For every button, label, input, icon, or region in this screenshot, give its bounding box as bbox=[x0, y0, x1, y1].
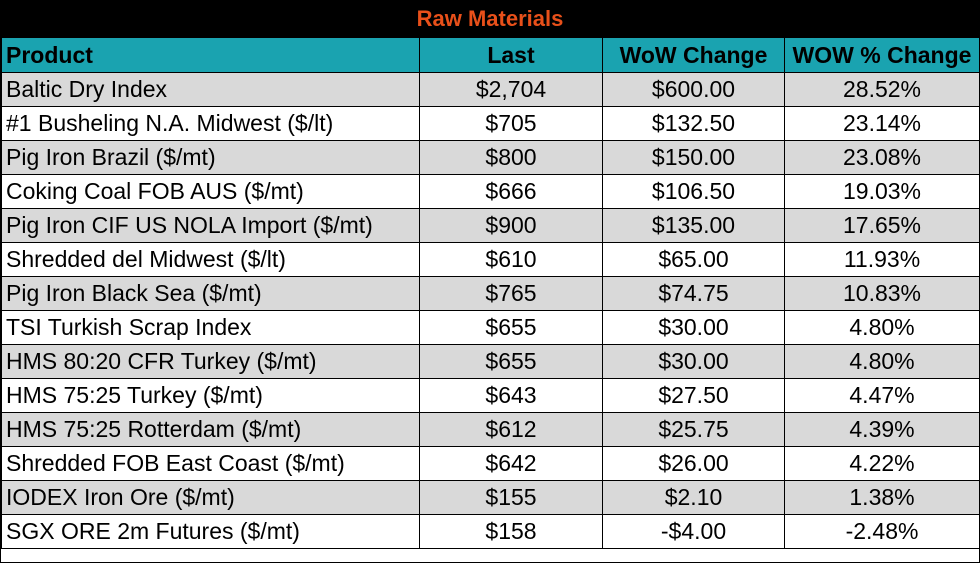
product-cell: Pig Iron Black Sea ($/mt) bbox=[1, 276, 420, 311]
wow-change-cell: $27.50 bbox=[602, 378, 785, 413]
wow-change-cell: $74.75 bbox=[602, 276, 785, 311]
product-cell: IODEX Iron Ore ($/mt) bbox=[1, 480, 420, 515]
header-product: Product bbox=[1, 37, 420, 73]
table-row: Coking Coal FOB AUS ($/mt) $666 $106.50 19.… bbox=[1, 174, 980, 209]
wow-pct-change-cell: -2.48% bbox=[784, 514, 980, 549]
wow-pct-change-cell: 4.47% bbox=[784, 378, 980, 413]
wow-pct-change-cell: 28.52% bbox=[784, 72, 980, 107]
table-row: Shredded FOB East Coast ($/mt) $642 $26.00… bbox=[1, 446, 980, 481]
wow-change-cell: $600.00 bbox=[602, 72, 785, 107]
header-row: Product Last WoW Change WOW % Change bbox=[1, 37, 980, 73]
table-row: TSI Turkish Scrap Index $655 $30.00 4.80% bbox=[1, 310, 980, 345]
last-cell: $2,704 bbox=[419, 72, 603, 107]
last-cell: $643 bbox=[419, 378, 603, 413]
product-cell: HMS 75:25 Turkey ($/mt) bbox=[1, 378, 420, 413]
header-wow-pct-change: WOW % Change bbox=[784, 37, 980, 73]
wow-pct-change-cell: 4.80% bbox=[784, 344, 980, 379]
product-cell: #1 Busheling N.A. Midwest ($/lt) bbox=[1, 106, 420, 141]
wow-pct-change-cell: 17.65% bbox=[784, 208, 980, 243]
wow-change-cell: $106.50 bbox=[602, 174, 785, 209]
last-cell: $655 bbox=[419, 344, 603, 379]
wow-change-cell: $30.00 bbox=[602, 310, 785, 345]
last-cell: $155 bbox=[419, 480, 603, 515]
product-cell: HMS 75:25 Rotterdam ($/mt) bbox=[1, 412, 420, 447]
last-cell: $800 bbox=[419, 140, 603, 175]
wow-change-cell: $65.00 bbox=[602, 242, 785, 277]
wow-change-cell: $2.10 bbox=[602, 480, 785, 515]
table-row: Pig Iron CIF US NOLA Import ($/mt) $900 $1… bbox=[1, 208, 980, 243]
wow-pct-change-cell: 4.39% bbox=[784, 412, 980, 447]
last-cell: $158 bbox=[419, 514, 603, 549]
table-row: IODEX Iron Ore ($/mt) $155 $2.10 1.38% bbox=[1, 480, 980, 515]
wow-change-cell: $135.00 bbox=[602, 208, 785, 243]
product-cell: HMS 80:20 CFR Turkey ($/mt) bbox=[1, 344, 420, 379]
header-wow-change: WoW Change bbox=[602, 37, 785, 73]
last-cell: $666 bbox=[419, 174, 603, 209]
last-cell: $655 bbox=[419, 310, 603, 345]
wow-change-cell: $132.50 bbox=[602, 106, 785, 141]
wow-pct-change-cell: 23.14% bbox=[784, 106, 980, 141]
wow-pct-change-cell: 11.93% bbox=[784, 242, 980, 277]
wow-pct-change-cell: 1.38% bbox=[784, 480, 980, 515]
table-header: Product Last WoW Change WOW % Change bbox=[1, 37, 980, 73]
wow-change-cell: $150.00 bbox=[602, 140, 785, 175]
last-cell: $705 bbox=[419, 106, 603, 141]
wow-change-cell: $26.00 bbox=[602, 446, 785, 481]
table-row: Baltic Dry Index $2,704 $600.00 28.52% bbox=[1, 72, 980, 107]
wow-change-cell: $25.75 bbox=[602, 412, 785, 447]
product-cell: Pig Iron CIF US NOLA Import ($/mt) bbox=[1, 208, 420, 243]
table-row: HMS 75:25 Rotterdam ($/mt) $612 $25.75 4.39… bbox=[1, 412, 980, 447]
table-body: Baltic Dry Index $2,704 $600.00 28.52% #1 Bu… bbox=[1, 72, 980, 549]
table-row: HMS 75:25 Turkey ($/mt) $643 $27.50 4.47% bbox=[1, 378, 980, 413]
wow-pct-change-cell: 19.03% bbox=[784, 174, 980, 209]
product-cell: SGX ORE 2m Futures ($/mt) bbox=[1, 514, 420, 549]
wow-change-cell: -$4.00 bbox=[602, 514, 785, 549]
table-row: Shredded del Midwest ($/lt) $610 $65.00 11.… bbox=[1, 242, 980, 277]
table-row: Pig Iron Brazil ($/mt) $800 $150.00 23.08% bbox=[1, 140, 980, 175]
last-cell: $765 bbox=[419, 276, 603, 311]
wow-pct-change-cell: 10.83% bbox=[784, 276, 980, 311]
wow-pct-change-cell: 23.08% bbox=[784, 140, 980, 175]
table-row: HMS 80:20 CFR Turkey ($/mt) $655 $30.00 4.8… bbox=[1, 344, 980, 379]
product-cell: Shredded FOB East Coast ($/mt) bbox=[1, 446, 420, 481]
last-cell: $612 bbox=[419, 412, 603, 447]
product-cell: Pig Iron Brazil ($/mt) bbox=[1, 140, 420, 175]
table-row: Pig Iron Black Sea ($/mt) $765 $74.75 10.83… bbox=[1, 276, 980, 311]
product-cell: Baltic Dry Index bbox=[1, 72, 420, 107]
table-row: #1 Busheling N.A. Midwest ($/lt) $705 $132… bbox=[1, 106, 980, 141]
raw-materials-table: Product Last WoW Change WOW % Change Bal… bbox=[1, 37, 980, 549]
table-row: SGX ORE 2m Futures ($/mt) $158 -$4.00 -2.48… bbox=[1, 514, 980, 549]
product-cell: Coking Coal FOB AUS ($/mt) bbox=[1, 174, 420, 209]
header-last: Last bbox=[419, 37, 603, 73]
wow-pct-change-cell: 4.22% bbox=[784, 446, 980, 481]
product-cell: Shredded del Midwest ($/lt) bbox=[1, 242, 420, 277]
wow-pct-change-cell: 4.80% bbox=[784, 310, 980, 345]
last-cell: $642 bbox=[419, 446, 603, 481]
product-cell: TSI Turkish Scrap Index bbox=[1, 310, 420, 345]
last-cell: $900 bbox=[419, 208, 603, 243]
wow-change-cell: $30.00 bbox=[602, 344, 785, 379]
last-cell: $610 bbox=[419, 242, 603, 277]
table-title: Raw Materials bbox=[1, 1, 979, 37]
